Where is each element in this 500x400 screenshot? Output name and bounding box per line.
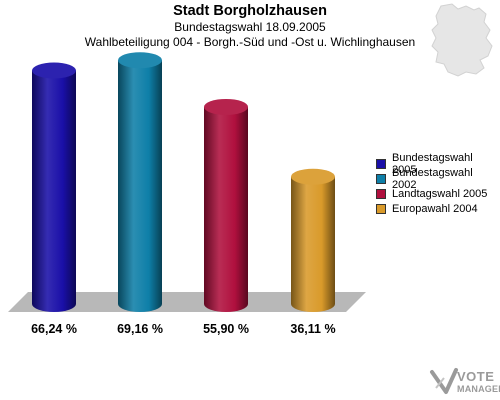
chart-title: Stadt Borgholzhausen [173,3,327,19]
chart-subtitle: Bundestagswahl 18.09.2005 [174,20,326,34]
chart-subtitle-secondary: Wahlbeteiligung 004 - Borgh.-Süd und -Os… [84,35,416,49]
bar-body [291,176,335,312]
germany-map-icon [431,3,493,77]
logo-text-manager: MANAGER [457,384,500,394]
logo-text-vote: VOTE [457,369,495,384]
legend-swatch [376,173,386,184]
bar-top [118,52,162,69]
legend-swatch [376,203,386,214]
vote-manager-logo-icon [430,368,458,394]
legend-item: Landtagswahl 2005 [376,186,500,201]
bar [204,98,248,312]
bar-body [118,60,162,312]
bar-value-label: 66,24 % [31,322,77,336]
legend-item: Bundestagswahl 2002 [376,167,500,191]
legend-swatch [376,158,386,169]
bar-body [204,106,248,312]
legend-label: Bundestagswahl 2002 [391,166,473,191]
chart-floor [8,292,366,312]
legend-swatch [376,188,386,199]
legend-item: Europawahl 2004 [376,201,500,216]
chart-legend: Bundestagswahl 2005 Bundestagswahl 2002 La… [376,152,500,216]
bar-value-label: 36,11 % [290,322,335,336]
chart-header: Stadt Borgholzhausen Bundestagswahl 18.0… [0,2,500,50]
bar-top [32,62,76,79]
legend-label: Landtagswahl 2005 [392,187,488,200]
legend-label: Bundestagswahl 2005 [391,151,473,176]
bar-value-label: 69,16 % [117,322,163,336]
bar [32,62,76,312]
legend-item: Bundestagswahl 2005 [376,152,500,176]
bar-body [32,70,76,312]
bar-top [291,168,335,185]
legend-label: Europawahl 2004 [392,202,478,215]
bar-top [204,98,248,115]
bars-layer [32,52,335,312]
bar [291,168,335,312]
bar-value-label: 55,90 % [203,322,249,336]
value-labels-layer: 66,24 % 69,16 % 55,90 % 36,11 % [31,322,336,336]
bar [118,52,162,312]
